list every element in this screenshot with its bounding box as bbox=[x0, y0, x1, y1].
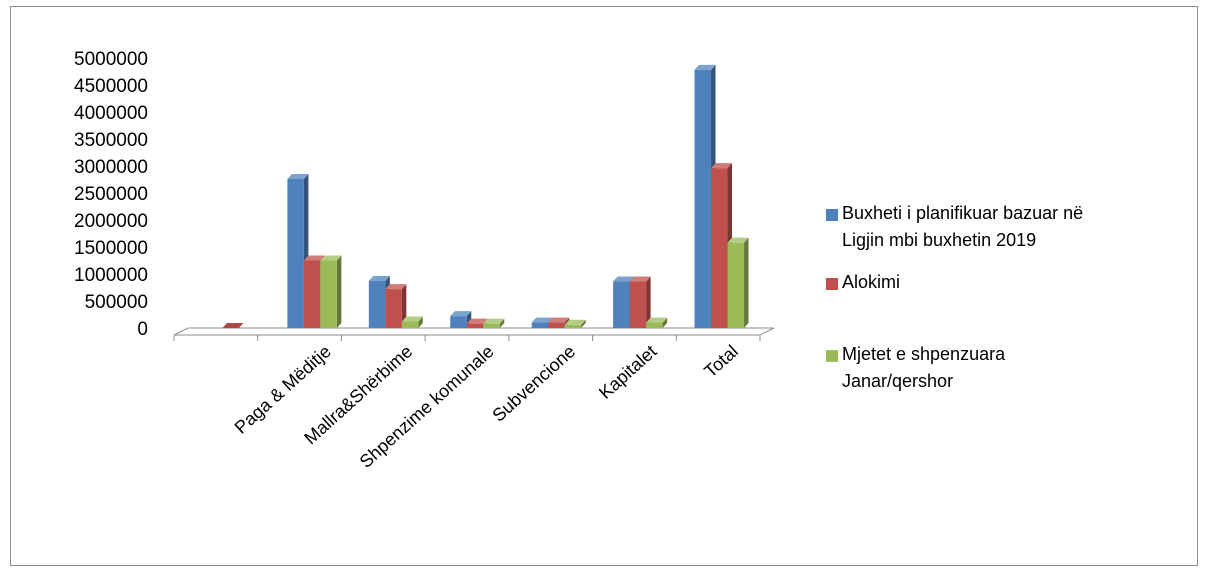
bar-side bbox=[418, 316, 423, 328]
bar-top bbox=[531, 317, 553, 323]
bar-top bbox=[483, 318, 505, 324]
bar-side bbox=[581, 319, 586, 328]
chart-floor bbox=[173, 327, 775, 341]
bar bbox=[727, 237, 749, 328]
bar-front bbox=[450, 316, 467, 328]
bar-front bbox=[548, 322, 565, 328]
x-tick-label: Total bbox=[700, 341, 742, 381]
bar-front bbox=[368, 281, 386, 328]
bar bbox=[629, 276, 651, 328]
bar-front bbox=[483, 323, 500, 328]
bar-top bbox=[287, 173, 309, 179]
legend-label: Buxheti i planifikuar bazuar në Ligjin m… bbox=[842, 203, 1084, 250]
bar-side bbox=[401, 284, 407, 328]
legend-item-planned-budget: Buxheti i planifikuar bazuar në Ligjin m… bbox=[826, 203, 1083, 254]
bar-front bbox=[401, 321, 419, 328]
bar-front bbox=[564, 324, 582, 328]
x-tick-label: Kapitalet bbox=[595, 341, 660, 403]
bar-top bbox=[629, 276, 651, 282]
bar-top bbox=[548, 317, 570, 323]
y-tick-label: 2500000 bbox=[74, 184, 148, 205]
bar-side bbox=[499, 318, 505, 328]
bar-front bbox=[466, 323, 484, 328]
y-tick-label: 500000 bbox=[85, 292, 148, 313]
bar bbox=[646, 317, 668, 328]
x-tick-label: Shpenzime komunale bbox=[356, 341, 498, 472]
bar-front bbox=[694, 69, 712, 328]
bar bbox=[564, 319, 586, 328]
legend-swatch-blue bbox=[826, 209, 838, 221]
bar-front bbox=[531, 322, 549, 328]
bar-top bbox=[466, 318, 488, 324]
bar-side bbox=[662, 317, 668, 328]
chart-area bbox=[10, 6, 1198, 566]
bar-top bbox=[613, 276, 635, 282]
bar-front bbox=[287, 178, 304, 328]
legend-item-allocation: Alokimi bbox=[826, 272, 900, 296]
y-tick-label: 5000000 bbox=[74, 49, 148, 70]
floor-plane bbox=[173, 327, 775, 336]
bar bbox=[320, 255, 342, 328]
legend-label: Alokimi bbox=[842, 272, 901, 292]
bar bbox=[385, 284, 407, 328]
bar-top bbox=[564, 319, 586, 325]
bar bbox=[401, 316, 423, 328]
bar-side bbox=[336, 255, 342, 328]
bar-front bbox=[711, 168, 728, 328]
y-tick-label: 3500000 bbox=[74, 130, 148, 151]
bar-top bbox=[303, 255, 325, 261]
x-tick-label: Subvencione bbox=[488, 341, 579, 426]
bar-front bbox=[320, 260, 337, 328]
legend-swatch-green bbox=[826, 350, 838, 362]
bar-front bbox=[646, 322, 663, 328]
bar-series bbox=[222, 64, 749, 328]
bar-side bbox=[744, 237, 749, 328]
y-tick-label: 2000000 bbox=[74, 211, 148, 232]
bar-front bbox=[303, 260, 321, 328]
bar bbox=[483, 318, 505, 328]
bar-front bbox=[613, 281, 630, 328]
bar-top bbox=[450, 311, 472, 317]
y-axis-tick-labels: 0 500000 1000000 1500000 2000000 2500000 30000… bbox=[74, 49, 148, 340]
bar bbox=[222, 323, 244, 328]
bar-stub bbox=[222, 323, 244, 328]
y-tick-label: 1500000 bbox=[74, 238, 148, 259]
bar-top bbox=[320, 255, 342, 261]
legend-label: Mjetet e shpenzuara Janar/qershor bbox=[842, 344, 1006, 391]
y-tick-label: 0 bbox=[137, 319, 148, 340]
bar-front bbox=[727, 242, 745, 328]
bar-top bbox=[711, 163, 733, 169]
y-tick-label: 3000000 bbox=[74, 157, 148, 178]
bar-front bbox=[385, 289, 402, 328]
legend-swatch-red bbox=[826, 278, 838, 290]
bar-top bbox=[385, 284, 407, 290]
bar-top bbox=[646, 317, 668, 323]
y-tick-label: 1000000 bbox=[74, 265, 148, 286]
bar-top bbox=[727, 237, 749, 243]
bar-front bbox=[629, 281, 647, 328]
bar-top bbox=[368, 276, 390, 282]
y-tick-label: 4000000 bbox=[74, 103, 148, 124]
bar-top bbox=[694, 64, 716, 70]
y-tick-label: 4500000 bbox=[74, 76, 148, 97]
bar-top bbox=[401, 316, 423, 322]
legend-item-spent-funds: Mjetet e shpenzuara Janar/qershor bbox=[826, 344, 1005, 395]
bar-side bbox=[646, 276, 651, 328]
